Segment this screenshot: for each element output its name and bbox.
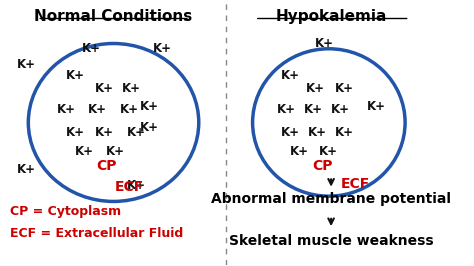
Text: Normal Conditions: Normal Conditions xyxy=(35,9,192,24)
Text: K+: K+ xyxy=(330,103,349,116)
Text: K+: K+ xyxy=(122,82,141,95)
Text: K+: K+ xyxy=(281,127,300,139)
Text: CP: CP xyxy=(312,159,332,173)
Text: K+: K+ xyxy=(290,145,309,158)
Text: K+: K+ xyxy=(335,82,354,95)
Text: K+: K+ xyxy=(95,82,114,95)
Text: K+: K+ xyxy=(277,103,296,116)
Text: K+: K+ xyxy=(106,145,125,158)
Text: K+: K+ xyxy=(335,127,354,139)
Text: K+: K+ xyxy=(95,127,114,139)
Text: K+: K+ xyxy=(82,42,100,55)
Text: K+: K+ xyxy=(127,179,146,192)
Text: K+: K+ xyxy=(57,103,76,116)
Text: K+: K+ xyxy=(304,103,323,116)
Text: ECF = Extracellular Fluid: ECF = Extracellular Fluid xyxy=(10,227,183,239)
Text: K+: K+ xyxy=(366,100,385,113)
Text: K+: K+ xyxy=(319,145,338,158)
Text: ECF: ECF xyxy=(115,180,144,194)
Text: K+: K+ xyxy=(66,127,85,139)
Text: K+: K+ xyxy=(66,69,85,82)
Text: K+: K+ xyxy=(308,127,327,139)
Text: CP = Cytoplasm: CP = Cytoplasm xyxy=(10,205,121,218)
Text: K+: K+ xyxy=(154,42,173,55)
Text: K+: K+ xyxy=(75,145,94,158)
Text: K+: K+ xyxy=(140,121,159,134)
Text: K+: K+ xyxy=(120,103,139,116)
Text: ECF: ECF xyxy=(341,177,370,191)
Text: K+: K+ xyxy=(17,58,36,71)
Text: K+: K+ xyxy=(315,37,334,50)
Text: K+: K+ xyxy=(140,100,159,113)
Text: Skeletal muscle weakness: Skeletal muscle weakness xyxy=(229,234,433,248)
Text: Hypokalemia: Hypokalemia xyxy=(275,9,387,24)
Text: K+: K+ xyxy=(281,69,300,82)
Text: Abnormal membrane potential: Abnormal membrane potential xyxy=(211,192,451,206)
Text: K+: K+ xyxy=(17,163,36,176)
Text: K+: K+ xyxy=(127,127,146,139)
Text: CP: CP xyxy=(97,159,117,173)
Text: K+: K+ xyxy=(88,103,107,116)
Text: K+: K+ xyxy=(306,82,325,95)
